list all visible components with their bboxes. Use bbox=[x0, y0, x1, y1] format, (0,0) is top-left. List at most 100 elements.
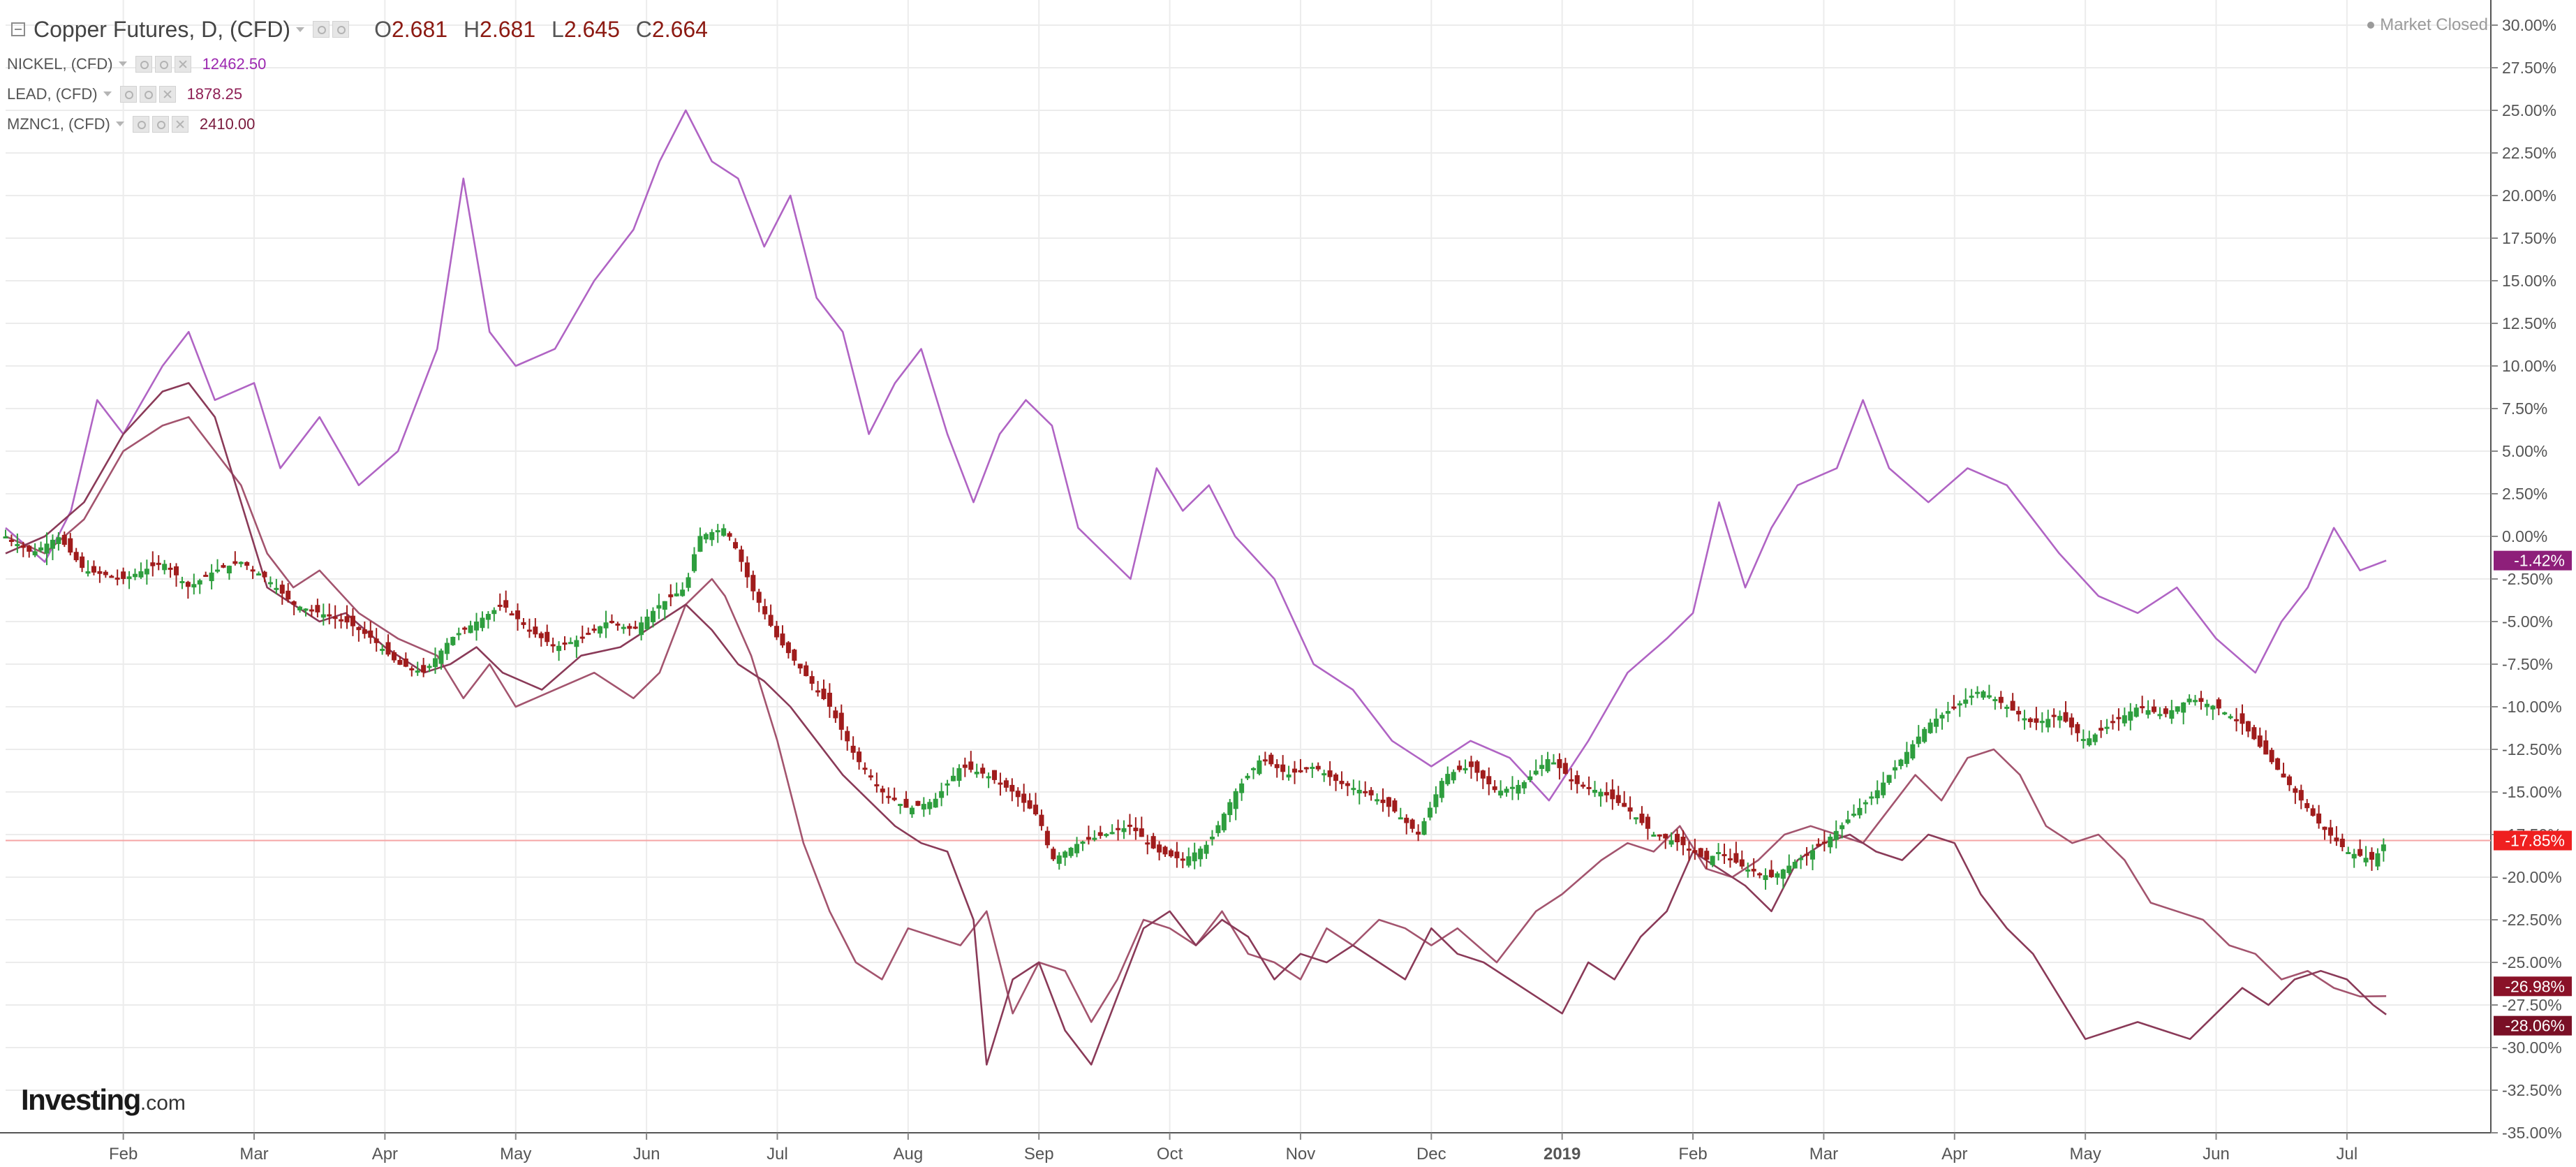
y-tick-label: 25.00% bbox=[2502, 101, 2556, 119]
candle-body bbox=[562, 643, 568, 645]
candle-body bbox=[1257, 760, 1262, 775]
candle-body bbox=[2104, 726, 2110, 729]
close-icon[interactable] bbox=[174, 55, 191, 73]
candle-body bbox=[1298, 770, 1303, 772]
eye-icon[interactable] bbox=[132, 115, 149, 133]
candle-body bbox=[1439, 781, 1444, 798]
gear-icon[interactable] bbox=[332, 21, 350, 38]
candle-body bbox=[1250, 768, 1256, 770]
candle-body bbox=[939, 791, 945, 798]
legend-compare-lead[interactable]: LEAD, (CFD) 1878.25 bbox=[7, 79, 708, 109]
candle-body bbox=[474, 622, 480, 631]
candle-body bbox=[1663, 833, 1668, 839]
candle-body bbox=[274, 587, 279, 590]
candle-body bbox=[2039, 721, 2045, 724]
candle-body bbox=[1303, 767, 1309, 770]
candle-body bbox=[1627, 807, 1633, 812]
candle-body bbox=[1157, 844, 1162, 853]
y-tick-label: 27.50% bbox=[2502, 59, 2556, 77]
candle-body bbox=[1339, 781, 1345, 784]
candle-body bbox=[2110, 721, 2116, 724]
candle-body bbox=[2051, 714, 2057, 717]
candle-body bbox=[1916, 736, 1921, 744]
gear-icon[interactable] bbox=[154, 55, 172, 73]
candle-body bbox=[1863, 802, 1868, 805]
candle-body bbox=[974, 772, 979, 775]
y-tick-label: 12.50% bbox=[2502, 314, 2556, 332]
candle-body bbox=[1003, 780, 1009, 788]
candle-body bbox=[1375, 799, 1380, 802]
candle-body bbox=[762, 605, 768, 615]
close-icon[interactable] bbox=[171, 115, 188, 133]
candle-body bbox=[1180, 858, 1185, 861]
candle-body bbox=[1857, 807, 1863, 816]
candle-body bbox=[91, 566, 96, 573]
candle-body bbox=[244, 562, 250, 566]
x-tick-label: Feb bbox=[1678, 1145, 1707, 1164]
chevron-down-icon[interactable] bbox=[296, 27, 305, 32]
candle-body bbox=[2375, 853, 2381, 867]
candle-body bbox=[739, 549, 744, 562]
candle-body bbox=[1168, 850, 1174, 857]
y-tick-label: -2.50% bbox=[2502, 570, 2553, 588]
candle-body bbox=[1798, 858, 1804, 860]
candle-body bbox=[2063, 712, 2068, 722]
candle-body bbox=[1033, 805, 1039, 815]
eye-icon[interactable] bbox=[119, 85, 137, 103]
candle-body bbox=[1622, 802, 1627, 807]
candle-body bbox=[2045, 719, 2051, 728]
candle-body bbox=[132, 573, 138, 578]
compare-symbol-label[interactable]: NICKEL, (CFD) bbox=[7, 54, 113, 73]
legend-compare-nickel[interactable]: NICKEL, (CFD) 12462.50 bbox=[7, 49, 708, 79]
gear-icon[interactable] bbox=[139, 85, 156, 103]
candle-body bbox=[1945, 711, 1950, 714]
y-tick-label: -5.00% bbox=[2502, 612, 2553, 631]
candle-body bbox=[2080, 739, 2086, 742]
candle-body bbox=[545, 631, 550, 643]
candle-body bbox=[627, 626, 632, 629]
last-value-label: -17.85% bbox=[2505, 832, 2565, 850]
candle-body bbox=[309, 609, 314, 612]
candle-body bbox=[1698, 848, 1703, 857]
candle-body bbox=[1310, 767, 1315, 770]
candle-body bbox=[1021, 793, 1027, 803]
chevron-down-icon[interactable] bbox=[115, 122, 124, 126]
candle-body bbox=[568, 642, 573, 645]
candle-body bbox=[2269, 749, 2274, 763]
candle-body bbox=[2222, 712, 2228, 714]
open-value: 2.681 bbox=[391, 16, 448, 42]
candle-body bbox=[332, 617, 338, 619]
chevron-down-icon[interactable] bbox=[103, 91, 112, 96]
candle-body bbox=[2022, 718, 2027, 721]
main-symbol-label[interactable]: Copper Futures, D, (CFD) bbox=[34, 16, 291, 42]
series-line-nickel bbox=[5, 109, 2387, 802]
compare-symbol-label[interactable]: LEAD, (CFD) bbox=[7, 85, 98, 103]
candle-body bbox=[1104, 834, 1109, 837]
y-tick-label: 0.00% bbox=[2502, 527, 2547, 545]
eye-icon[interactable] bbox=[135, 55, 152, 73]
candle-body bbox=[1821, 842, 1827, 844]
y-tick-label: -15.00% bbox=[2502, 783, 2562, 801]
candle-body bbox=[2075, 724, 2080, 733]
candle-body bbox=[933, 798, 938, 808]
legend-main-row[interactable]: Copper Futures, D, (CFD) O2.681 H2.681 L… bbox=[7, 10, 708, 49]
candle-body bbox=[2327, 827, 2333, 836]
chevron-down-icon[interactable] bbox=[118, 61, 127, 66]
compare-symbol-label[interactable]: MZNC1, (CFD) bbox=[7, 115, 110, 133]
candle-body bbox=[650, 610, 656, 623]
close-icon[interactable] bbox=[158, 85, 176, 103]
x-tick-label: Sep bbox=[1024, 1145, 1054, 1164]
candle-body bbox=[1192, 852, 1197, 862]
candle-body bbox=[715, 530, 720, 533]
candle-body bbox=[526, 629, 532, 632]
candle-body bbox=[1569, 779, 1574, 781]
candle-body bbox=[1598, 791, 1604, 797]
collapse-legend-icon[interactable] bbox=[11, 22, 25, 36]
candle-body bbox=[103, 571, 108, 575]
candle-body bbox=[1651, 835, 1657, 837]
gear-icon[interactable] bbox=[151, 115, 169, 133]
legend-compare-mznc1[interactable]: MZNC1, (CFD) 2410.00 bbox=[7, 109, 708, 139]
eye-icon[interactable] bbox=[313, 21, 330, 38]
last-value-tag bbox=[2494, 976, 2572, 997]
